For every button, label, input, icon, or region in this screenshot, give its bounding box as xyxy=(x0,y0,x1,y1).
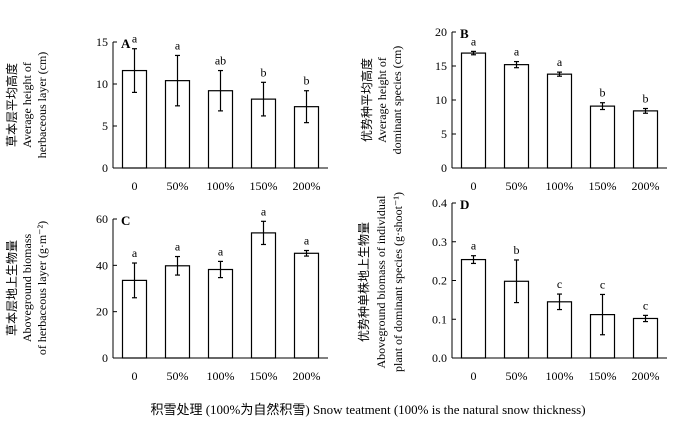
significance-letter-b: b xyxy=(600,86,606,100)
bar-c xyxy=(250,232,277,359)
y-tick-label-c: 40 xyxy=(96,258,108,272)
significance-letter-c: a xyxy=(218,244,224,258)
y-axis-label-d: plant of dominant species (g·shoot⁻¹) xyxy=(391,192,405,372)
significance-letter-b: a xyxy=(471,34,477,48)
bar-b xyxy=(503,64,530,169)
x-tick-label-c: 150% xyxy=(250,369,278,383)
y-tick-label-a: 15 xyxy=(96,35,108,49)
y-tick-label-d: 0.1 xyxy=(432,312,447,326)
significance-letter-c: a xyxy=(261,204,267,218)
x-tick-label-d: 200% xyxy=(632,369,660,383)
x-tick-label-b: 200% xyxy=(632,179,660,193)
x-tick-label-c: 0 xyxy=(132,369,138,383)
y-tick-label-c: 20 xyxy=(96,305,108,319)
x-tick-label-c: 100% xyxy=(207,369,235,383)
y-tick-label-b: 15 xyxy=(435,59,447,73)
x-tick-label-b: 0 xyxy=(471,179,477,193)
significance-letter-a: a xyxy=(132,32,138,46)
bar-b xyxy=(632,110,659,169)
x-tick-label-a: 150% xyxy=(250,179,278,193)
significance-letter-d: b xyxy=(514,243,520,257)
bar-b xyxy=(546,73,573,169)
y-tick-label-d: 0.2 xyxy=(432,274,447,288)
x-tick-label-c: 200% xyxy=(293,369,321,383)
y-axis-label-c: Aboveground biomass xyxy=(20,234,34,343)
x-tick-label-d: 150% xyxy=(589,369,617,383)
bar-c xyxy=(293,252,320,359)
significance-letter-c: a xyxy=(132,246,138,260)
significance-letter-b: a xyxy=(514,45,520,59)
x-tick-label-b: 150% xyxy=(589,179,617,193)
significance-letter-a: a xyxy=(175,38,181,52)
y-tick-label-b: 0 xyxy=(441,161,447,175)
panel-label-c: C xyxy=(121,213,130,228)
y-tick-label-c: 60 xyxy=(96,212,108,226)
bar-d xyxy=(632,317,659,359)
x-tick-label-b: 50% xyxy=(506,179,528,193)
y-axis-label-d: Aboveground biomass of individual xyxy=(374,195,388,369)
significance-letter-c: a xyxy=(175,240,181,254)
y-axis-label-a: Average height of xyxy=(20,62,34,148)
y-tick-label-a: 10 xyxy=(96,77,108,91)
significance-letter-a: ab xyxy=(215,54,226,68)
x-tick-label-c: 50% xyxy=(167,369,189,383)
y-tick-label-b: 5 xyxy=(441,127,447,141)
y-tick-label-a: 0 xyxy=(102,161,108,175)
significance-letter-b: b xyxy=(643,92,649,106)
y-axis-label-a: herbaceous layer (cm) xyxy=(35,52,49,159)
y-axis-label-a: 草本层平均高度 xyxy=(4,63,19,147)
y-tick-label-d: 0.3 xyxy=(432,235,447,249)
y-axis-label-c: of herbaceous layer (g·m⁻²) xyxy=(35,221,49,355)
y-axis-label-b: 优势种平均高度 xyxy=(359,58,374,142)
bar-c xyxy=(207,268,234,359)
y-axis-label-b: Average height of xyxy=(375,57,389,143)
bar-d xyxy=(546,301,573,359)
x-tick-label-d: 0 xyxy=(471,369,477,383)
y-tick-label-b: 20 xyxy=(435,25,447,39)
x-tick-label-a: 0 xyxy=(132,179,138,193)
panel-label-d: D xyxy=(460,197,469,212)
x-axis-caption: 积雪处理 (100%为自然积雪) Snow teatment (100% is … xyxy=(150,402,585,417)
significance-letter-c: a xyxy=(304,234,310,248)
bar-b xyxy=(460,52,487,169)
significance-letter-d: c xyxy=(557,277,562,291)
y-tick-label-b: 10 xyxy=(435,93,447,107)
y-tick-label-d: 0.0 xyxy=(432,351,447,365)
panel-label-b: B xyxy=(460,26,469,41)
y-axis-label-d: 优势种单株地上生物量 xyxy=(356,222,371,342)
y-tick-label-d: 0.4 xyxy=(432,196,447,210)
significance-letter-d: c xyxy=(600,277,605,291)
bar-b xyxy=(589,105,616,169)
significance-letter-a: b xyxy=(261,65,267,79)
x-tick-label-a: 50% xyxy=(167,179,189,193)
y-axis-label-b: dominant species (cm) xyxy=(390,46,404,155)
y-tick-label-a: 5 xyxy=(102,119,108,133)
significance-letter-a: b xyxy=(304,74,310,88)
bar-c xyxy=(164,265,191,359)
x-tick-label-d: 100% xyxy=(546,369,574,383)
x-tick-label-d: 50% xyxy=(506,369,528,383)
bar-d xyxy=(460,258,487,359)
x-tick-label-a: 100% xyxy=(207,179,235,193)
panel-label-a: A xyxy=(121,36,131,51)
significance-letter-b: a xyxy=(557,55,563,69)
significance-letter-d: a xyxy=(471,239,477,253)
x-tick-label-a: 200% xyxy=(293,179,321,193)
significance-letter-d: c xyxy=(643,298,648,312)
y-tick-label-c: 0 xyxy=(102,351,108,365)
y-axis-label-c: 草本层地上生物量 xyxy=(5,240,19,336)
x-tick-label-b: 100% xyxy=(546,179,574,193)
